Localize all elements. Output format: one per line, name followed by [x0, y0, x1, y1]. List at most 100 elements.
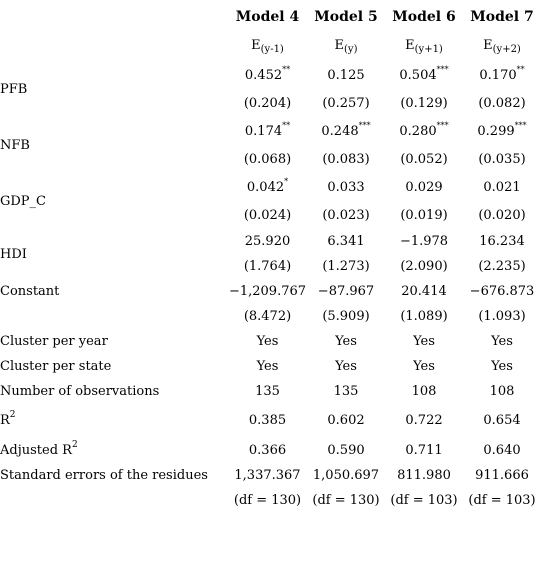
dependent-variable-model-4: E(y-1): [251, 38, 284, 55]
table-row-residual-df: (df = 130) (df = 130) (df = 103) (df = 1…: [0, 488, 541, 512]
stat-cell: 0.385: [248, 413, 287, 428]
stat-cell: 0.711: [405, 442, 443, 458]
se-cell: (0.068): [243, 151, 292, 167]
row-label-pfb: PFB: [0, 81, 28, 97]
row-label-gdp-c: GDP_C: [0, 193, 47, 209]
se-cell: (2.235): [478, 259, 526, 274]
table-row-residual-se: Standard errors of the residues 1,337.36…: [0, 463, 541, 488]
stat-cell: 135: [333, 384, 359, 399]
regression-table: Model 4 Model 5 Model 6 Model 7 E(y-1) E…: [0, 4, 541, 512]
coef-cell: 0.174**: [244, 120, 291, 139]
se-cell: (0.083): [322, 151, 370, 167]
stat-cell: Yes: [256, 334, 279, 349]
model-7-header: Model 7: [470, 9, 534, 25]
table-row-cluster-state: Cluster per state Yes Yes Yes Yes: [0, 354, 541, 379]
se-cell: (0.020): [478, 207, 526, 223]
se-cell: (0.204): [243, 95, 292, 111]
table-row-cluster-year: Cluster per year Yes Yes Yes Yes: [0, 329, 541, 354]
coef-cell: 16.234: [479, 234, 525, 249]
stat-cell: Yes: [413, 334, 435, 349]
row-label-constant: Constant: [0, 284, 60, 299]
stat-cell: Yes: [335, 334, 357, 349]
constant-se-spacer: [0, 304, 228, 329]
se-cell: (2.090): [400, 259, 448, 274]
stat-cell: 811.980: [397, 468, 451, 483]
table-row-n-obs: Number of observations 135 135 108 108: [0, 379, 541, 404]
stat-cell: Yes: [335, 359, 357, 374]
se-cell: (0.082): [478, 95, 526, 111]
coef-cell: 0.299***: [477, 120, 527, 139]
model-header-row: Model 4 Model 5 Model 6 Model 7: [0, 4, 541, 30]
coef-cell: −1,209.767: [228, 284, 307, 299]
coef-cell: 0.248***: [321, 120, 371, 139]
table-row-pfb-coef: PFB 0.452** 0.125 0.504*** 0.170**: [0, 61, 541, 97]
se-cell: (0.052): [400, 151, 448, 167]
stat-cell: 0.640: [483, 442, 521, 458]
table-row-nfb-se: (0.068) (0.083) (0.052) (0.035): [0, 145, 541, 173]
table-row-pfb-se: (0.204) (0.257) (0.129) (0.082): [0, 89, 541, 117]
coef-cell: 0.033: [327, 179, 365, 195]
row-label-r2: R2: [0, 410, 16, 429]
table-row-hdi-se: (1.764) (1.273) (2.090) (2.235): [0, 254, 541, 279]
coef-cell: 0.125: [327, 67, 365, 83]
row-label-cluster-state: Cluster per state: [0, 359, 112, 374]
stat-cell: 135: [255, 384, 280, 399]
row-label-residual-se: Standard errors of the residues: [0, 468, 208, 483]
table-row-adjusted-r2: Adjusted R2 0.366 0.590 0.711 0.640: [0, 437, 541, 463]
stat-cell: Yes: [413, 359, 435, 374]
coef-cell: 0.021: [483, 179, 521, 195]
coef-cell: 0.170**: [479, 64, 525, 83]
stat-cell: 108: [489, 384, 515, 399]
stat-cell: 0.590: [327, 442, 365, 458]
dependent-spacer: [0, 30, 228, 61]
dependent-variable-model-5: E(y): [334, 38, 358, 55]
table-row-constant-coef: Constant −1,209.767 −87.967 20.414 −676.…: [0, 279, 541, 304]
coef-cell: 0.504***: [399, 64, 449, 83]
df-cell: (df = 130): [312, 492, 380, 508]
row-label-hdi: HDI: [0, 246, 27, 262]
se-cell: (1.093): [478, 309, 526, 324]
stat-cell: 0.722: [405, 413, 443, 428]
df-spacer: [0, 488, 228, 512]
coef-cell: 0.452**: [244, 64, 291, 83]
dependent-variable-row: E(y-1) E(y) E(y+1) E(y+2): [0, 30, 541, 61]
coef-cell: 0.029: [405, 179, 443, 195]
stat-cell: Yes: [491, 334, 513, 349]
table-row-gdp-c-se: (0.024) (0.023) (0.019) (0.020): [0, 201, 541, 229]
se-cell: (0.257): [322, 95, 370, 111]
df-cell: (df = 103): [468, 492, 536, 508]
header-spacer: [0, 4, 228, 30]
se-cell: (1.764): [243, 259, 292, 274]
row-label-adjusted-r2: Adjusted R2: [0, 439, 78, 458]
se-cell: (0.023): [322, 207, 370, 223]
row-label-nfb: NFB: [0, 137, 30, 153]
se-cell: (0.024): [243, 207, 292, 223]
coef-cell: −87.967: [317, 284, 375, 299]
coef-cell: 6.341: [327, 234, 365, 249]
coef-cell: −676.873: [469, 284, 535, 299]
table-row-nfb-coef: NFB 0.174** 0.248*** 0.280*** 0.299***: [0, 117, 541, 153]
coef-cell: 0.280***: [399, 120, 449, 139]
table-row-hdi-coef: HDI 25.920 6.341 −1.978 16.234: [0, 229, 541, 262]
stat-cell: 0.654: [483, 413, 521, 428]
model-5-header: Model 5: [314, 9, 378, 25]
stat-cell: 1,337.367: [234, 468, 301, 483]
se-cell: (0.019): [400, 207, 448, 223]
df-cell: (df = 103): [390, 492, 458, 508]
row-label-n-obs: Number of observations: [0, 384, 160, 399]
stat-cell: 1,050.697: [312, 468, 380, 483]
se-cell: (5.909): [322, 309, 370, 324]
se-cell: (8.472): [243, 309, 292, 324]
coef-cell: 0.042*: [246, 176, 289, 195]
se-cell: (0.035): [478, 151, 526, 167]
stat-cell: Yes: [256, 359, 279, 374]
coef-cell: −1.978: [399, 234, 449, 249]
coef-cell: 25.920: [244, 234, 291, 249]
se-cell: (0.129): [400, 95, 448, 111]
se-cell: (1.089): [400, 309, 448, 324]
stat-cell: 0.602: [327, 413, 365, 428]
df-cell: (df = 130): [233, 492, 302, 508]
dependent-variable-model-7: E(y+2): [483, 38, 521, 55]
stat-cell: 0.366: [248, 442, 287, 458]
row-label-cluster-year: Cluster per year: [0, 334, 108, 349]
